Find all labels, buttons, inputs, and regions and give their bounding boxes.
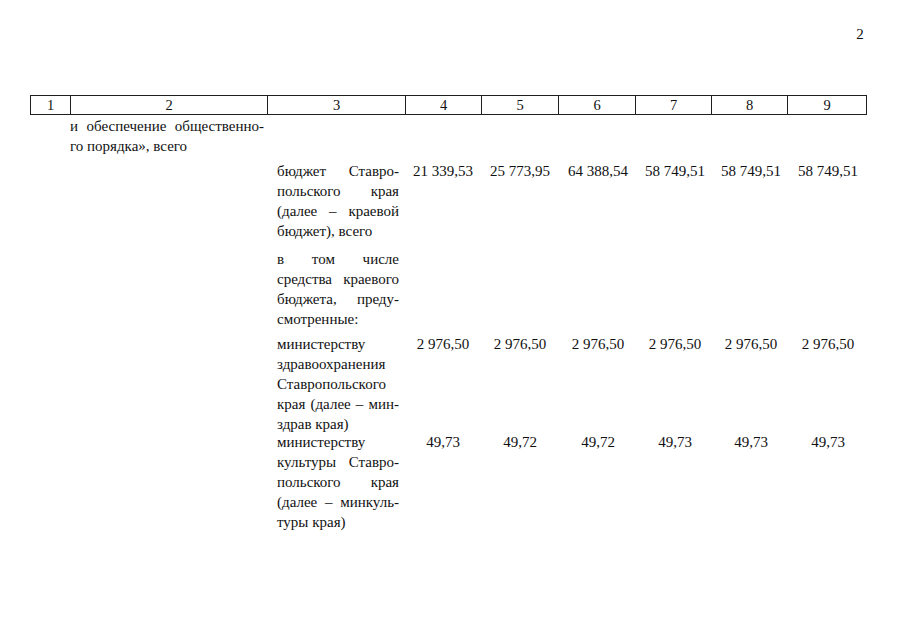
row-minzdrav-value-col7: 2 976,50 <box>637 334 713 354</box>
row-budget-total-value-col9: 58 749,51 <box>789 161 867 181</box>
col2-paragraph: и обеспечение общественно- го порядка», … <box>70 116 264 156</box>
row-label-line: средства краевого <box>277 269 399 289</box>
row-minzdrav-value-col5: 2 976,50 <box>481 334 559 354</box>
row-budget-total-value-col8: 58 749,51 <box>713 161 789 181</box>
row-label-line: бюджет Ставро- <box>277 161 399 181</box>
table-header-cell-9: 9 <box>788 96 866 114</box>
row-label-line: в том числе <box>277 249 399 269</box>
row-label-line: министерству <box>277 432 399 452</box>
table-header-cell-3: 3 <box>268 96 406 114</box>
page-number: 2 <box>845 26 875 43</box>
table-header-cell-5: 5 <box>482 96 559 114</box>
row-budget-total-value-col4: 21 339,53 <box>405 161 481 181</box>
row-minkult-value-col9: 49,73 <box>789 432 867 452</box>
row-budget-total-label: бюджет Ставро- польского края (далее – к… <box>277 161 399 241</box>
row-minkult-label: министерству культуры Ставро- польского … <box>277 432 399 532</box>
row-label-line: Ставропольского <box>277 374 399 394</box>
row-label-line: бюджета, преду- <box>277 289 399 309</box>
row-label-line: (далее – минкуль- <box>277 492 399 512</box>
row-including-label: в том числе средства краевого бюджета, п… <box>277 249 399 329</box>
row-minzdrav-value-col8: 2 976,50 <box>713 334 789 354</box>
row-minkult-value-col6: 49,72 <box>559 432 637 452</box>
row-budget-total-value-col7: 58 749,51 <box>637 161 713 181</box>
row-minkult-value-col7: 49,73 <box>637 432 713 452</box>
table-header-cell-4: 4 <box>406 96 482 114</box>
row-minzdrav-value-col4: 2 976,50 <box>405 334 481 354</box>
row-label-line: туры края) <box>277 512 399 532</box>
row-minkult-value-col4: 49,73 <box>405 432 481 452</box>
table-header-cell-2: 2 <box>71 96 268 114</box>
row-label-line: бюджет), всего <box>277 221 399 241</box>
row-minkult-value-col8: 49,73 <box>713 432 789 452</box>
row-label-line: культуры Ставро- <box>277 452 399 472</box>
col2-paragraph-line: го порядка», всего <box>70 136 264 156</box>
row-label-line: здрав края) <box>277 414 399 434</box>
row-label-line: смотренные: <box>277 309 399 329</box>
row-label-line: здравоохранения <box>277 354 399 374</box>
row-label-line: польского края <box>277 181 399 201</box>
table-header-cell-1: 1 <box>31 96 71 114</box>
table-header-row: 1 2 3 4 5 6 7 8 9 <box>30 95 867 115</box>
row-minzdrav-value-col6: 2 976,50 <box>559 334 637 354</box>
row-budget-total-value-col5: 25 773,95 <box>481 161 559 181</box>
row-minzdrav-label: министерству здравоохранения Ставропольс… <box>277 334 399 434</box>
row-minzdrav-value-col9: 2 976,50 <box>789 334 867 354</box>
row-budget-total-value-col6: 64 388,54 <box>559 161 637 181</box>
col2-paragraph-line: и обеспечение общественно- <box>70 116 264 136</box>
row-label-line: министерству <box>277 334 399 354</box>
table-header-cell-7: 7 <box>636 96 712 114</box>
row-label-line: края (далее – мин- <box>277 394 399 414</box>
document-page: 2 1 2 3 4 5 6 7 8 9 и обеспечение общест… <box>0 0 905 639</box>
row-label-line: (далее – краевой <box>277 201 399 221</box>
table-header-cell-8: 8 <box>712 96 788 114</box>
table-header-cell-6: 6 <box>559 96 636 114</box>
row-label-line: польского края <box>277 472 399 492</box>
row-minkult-value-col5: 49,72 <box>481 432 559 452</box>
